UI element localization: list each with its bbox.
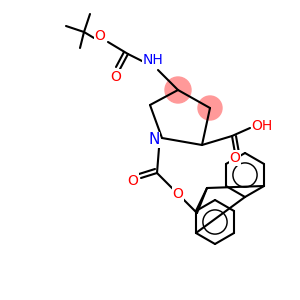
Text: O: O [128, 174, 138, 188]
Text: N: N [148, 133, 160, 148]
Text: O: O [94, 29, 105, 43]
Text: OH: OH [251, 119, 273, 133]
Circle shape [198, 96, 222, 120]
Text: O: O [172, 187, 183, 201]
Text: NH: NH [142, 53, 164, 67]
Text: O: O [111, 70, 122, 84]
Text: O: O [230, 151, 240, 165]
Circle shape [165, 77, 191, 103]
